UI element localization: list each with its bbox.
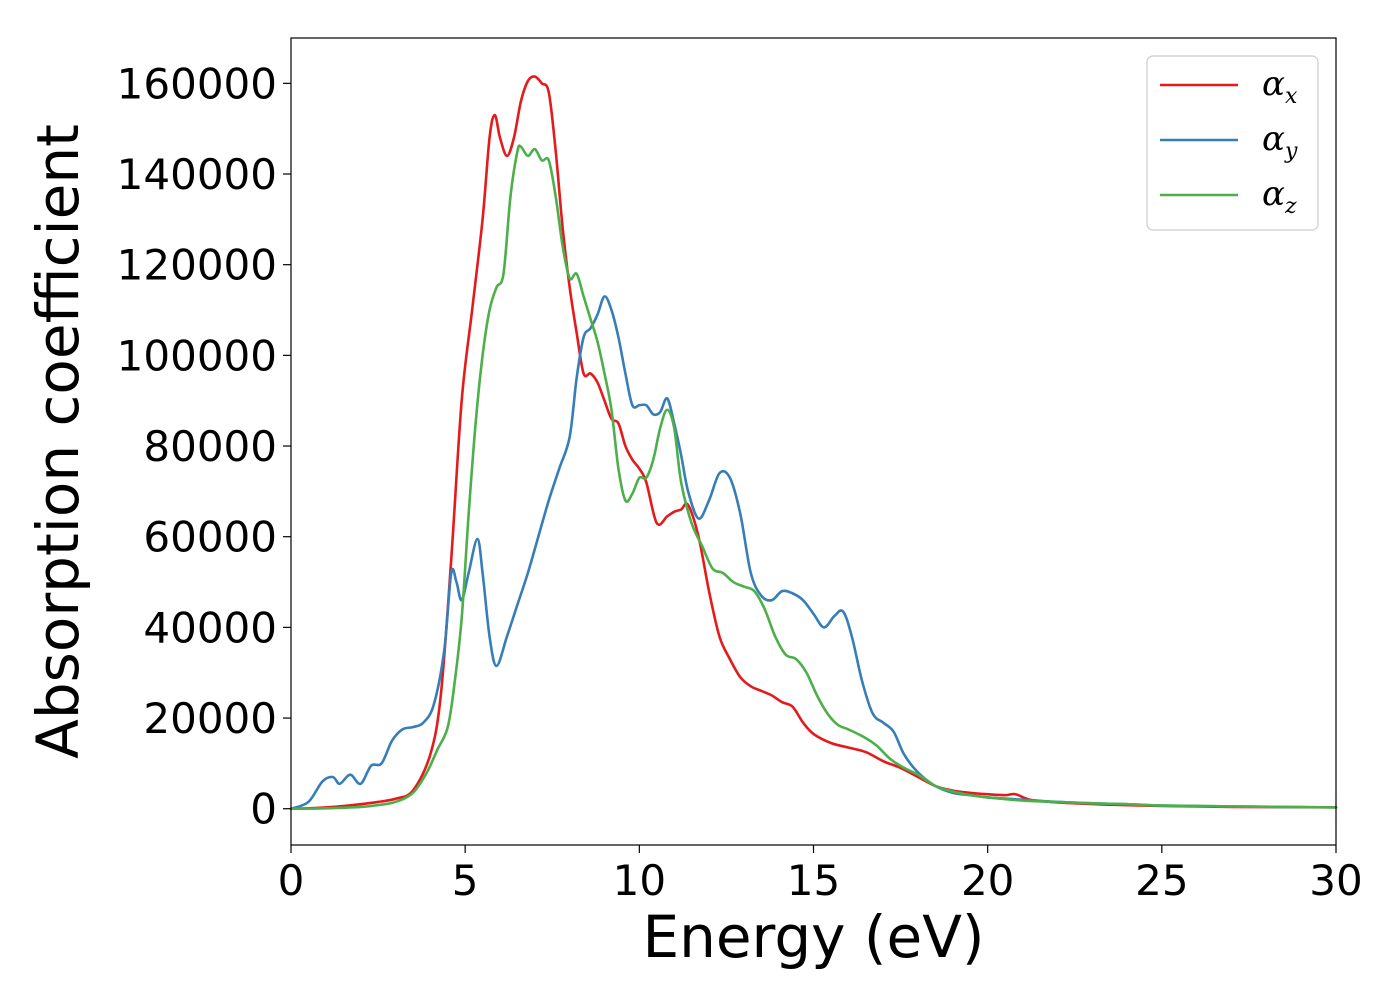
x-axis: 0 5 10 15 20 25 30	[278, 845, 1363, 905]
series-line-y	[289, 295, 1338, 811]
legend-label-y: αy	[1262, 119, 1298, 164]
x-axis-title: Energy (eV)	[642, 903, 984, 971]
y-axis-title: Absorption coefficient	[24, 124, 92, 759]
y-tick-label: 80000	[143, 422, 277, 471]
series-line-z	[289, 144, 1338, 811]
legend-label-z: αz	[1262, 174, 1297, 219]
y-tick-label: 140000	[117, 150, 277, 199]
legend-label-x: αx	[1262, 64, 1298, 109]
legend: αx αy αz	[1146, 55, 1319, 231]
y-tick-label: 160000	[117, 59, 277, 108]
x-tick-label: 10	[613, 856, 666, 905]
x-tick-label: 30	[1309, 856, 1362, 905]
x-tick-label: 20	[961, 856, 1014, 905]
x-tick-label: 25	[1135, 856, 1188, 905]
legend-box	[1146, 55, 1319, 231]
series-layer	[289, 75, 1338, 811]
y-tick-label: 0	[250, 785, 277, 834]
x-tick-label: 5	[452, 856, 479, 905]
y-tick-label: 120000	[117, 241, 277, 290]
x-tick-label: 0	[278, 856, 305, 905]
y-tick-label: 60000	[143, 513, 277, 562]
y-tick-label: 40000	[143, 603, 277, 652]
y-tick-label: 100000	[117, 331, 277, 380]
y-axis: 0 20000 40000 60000 80000 100000 120000 140000 1…	[117, 59, 291, 834]
x-tick-label: 15	[787, 856, 840, 905]
y-tick-label: 20000	[143, 694, 277, 743]
